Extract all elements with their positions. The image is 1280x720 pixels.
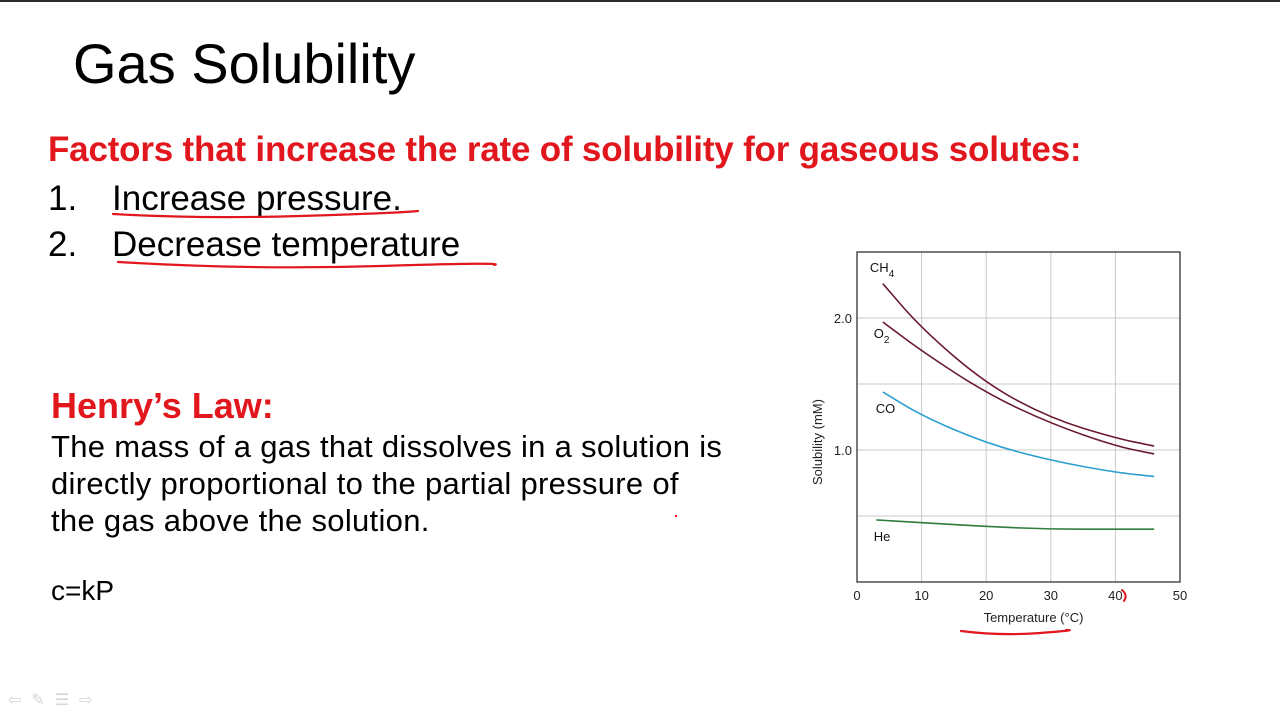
series-line-he	[876, 519, 1155, 530]
factors-heading: Factors that increase the rate of solubi…	[48, 130, 1082, 169]
forward-arrow-icon[interactable]: ⇨	[79, 692, 93, 709]
series-label-subscript: 2	[884, 335, 890, 346]
series-label-subscript: 4	[889, 269, 895, 280]
definition-line: the gas above the solution.	[51, 503, 430, 538]
top-border	[0, 0, 1280, 2]
x-tick-label: 10	[914, 588, 928, 603]
menu-icon[interactable]: ☰	[54, 692, 70, 709]
x-tick-label: 30	[1044, 588, 1058, 603]
series-label-co: CO	[876, 401, 896, 416]
plot-frame	[856, 251, 1181, 583]
y-tick-label: 1.0	[834, 443, 852, 458]
definition-line: directly proportional to the partial pre…	[51, 466, 679, 501]
henrys-law-heading: Henry’s Law:	[51, 385, 274, 426]
henrys-law-definition: The mass of a gas that dissolves in a so…	[51, 428, 811, 539]
pen-icon[interactable]: ✎	[31, 692, 45, 709]
x-tick-label: 20	[979, 588, 993, 603]
series-label-he: He	[874, 529, 891, 544]
series-label-o2: O2	[874, 326, 890, 346]
stray-mark	[675, 515, 677, 517]
definition-line: The mass of a gas that dissolves in a so…	[51, 429, 723, 464]
list-number: 1.	[48, 179, 78, 218]
henrys-law-formula: c=kP	[51, 575, 115, 606]
chart-svg: 0 10 20 30 40 50 1.0 2.0 Temperature (°C) Solubil…	[810, 251, 1187, 625]
x-tick-label: 0	[853, 588, 860, 603]
back-arrow-icon[interactable]: ⇦	[8, 692, 22, 709]
series-label-ch4: CH4	[870, 260, 895, 280]
slide-title: Gas Solubility	[73, 32, 416, 95]
y-tick-label: 2.0	[834, 311, 852, 326]
list-number: 2.	[48, 225, 78, 264]
slide-nav-controls: ⇦ ✎ ☰ ⇨	[8, 690, 93, 710]
list-text: Decrease temperature	[112, 225, 461, 264]
x-tick-label: 40	[1108, 588, 1122, 603]
series-line-co	[882, 391, 1155, 478]
solubility-chart: 0 10 20 30 40 50 1.0 2.0 Temperature (°C) Solubil…	[800, 240, 1220, 640]
list-text: Increase pressure.	[112, 179, 402, 218]
x-axis-label: Temperature (°C)	[984, 610, 1084, 625]
series-line-o2	[882, 321, 1155, 455]
y-axis-label: Solubility (mM)	[810, 399, 825, 485]
series-line-ch4	[882, 283, 1155, 447]
x-tick-label: 50	[1173, 588, 1187, 603]
